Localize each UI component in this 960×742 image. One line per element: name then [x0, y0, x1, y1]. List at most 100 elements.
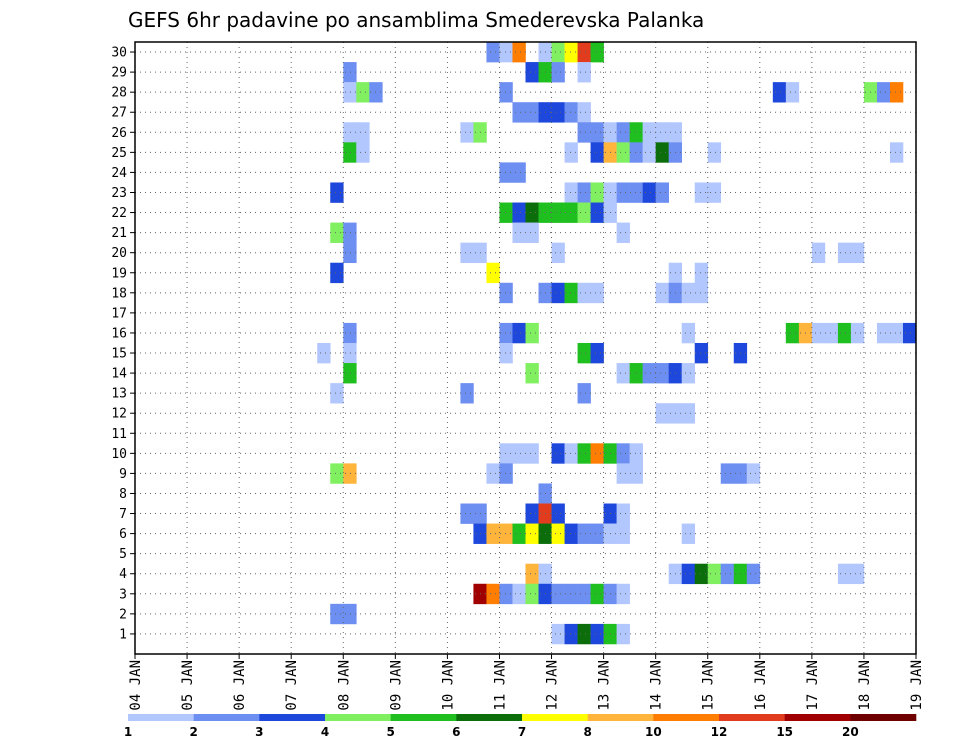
legend-label: 10 — [645, 725, 662, 739]
heatmap-cell — [590, 443, 604, 464]
heatmap-cell — [525, 563, 539, 585]
legend-label: 15 — [776, 725, 793, 739]
heatmap-cell — [590, 282, 604, 304]
heatmap-cell — [694, 282, 709, 304]
heatmap-cell — [525, 523, 539, 544]
heatmap-cell — [694, 342, 709, 364]
heatmap-cell — [811, 242, 826, 264]
y-tick-label: 24 — [111, 166, 127, 181]
heatmap-cell — [577, 42, 591, 63]
heatmap-cell — [577, 342, 591, 364]
legend-label: 2 — [189, 725, 197, 739]
heatmap-cell — [837, 242, 852, 264]
y-tick-label: 13 — [111, 387, 127, 402]
legend-swatch — [719, 714, 785, 721]
heatmap-cell — [720, 463, 735, 484]
heatmap-cell — [460, 383, 474, 404]
legend-swatch — [193, 714, 260, 721]
x-axis-ticks: 04 JAN 05 JAN 06 JAN 07 JAN 08 JAN 09 JAN 10 J… — [128, 654, 925, 711]
heatmap-cell — [486, 583, 500, 605]
y-axis-ticks: 1234567891011121314151617181920212223242… — [111, 46, 135, 642]
heatmap-cell — [512, 42, 526, 63]
legend-label: 20 — [842, 725, 859, 739]
x-tick-label: 06 JAN — [232, 660, 248, 711]
heatmap-cell — [642, 122, 656, 143]
heatmap-cell — [512, 222, 526, 243]
heatmap-cell — [512, 443, 526, 464]
x-tick-label: 18 JAN — [857, 660, 873, 711]
y-tick-label: 1 — [119, 627, 127, 642]
heatmap-cell — [525, 503, 539, 524]
heatmap-cell — [577, 383, 591, 404]
heatmap-cell — [655, 142, 669, 163]
heatmap-cell — [551, 242, 565, 264]
heatmap-cell — [512, 202, 526, 223]
heatmap-cell — [564, 282, 578, 304]
heatmap-cell — [551, 623, 565, 645]
heatmap-cell — [850, 322, 865, 344]
heatmap-cell — [577, 523, 591, 544]
heatmap-cell — [577, 282, 591, 304]
legend-label: 1 — [124, 725, 132, 739]
heatmap-cell — [577, 102, 591, 123]
heatmap-cell — [343, 222, 357, 243]
heatmap-cell — [343, 142, 357, 163]
y-tick-label: 17 — [111, 306, 127, 321]
heatmap-cell — [499, 583, 513, 605]
heatmap-cell — [343, 463, 357, 484]
heatmap-cell — [681, 563, 696, 585]
heatmap-cell — [343, 363, 357, 384]
heatmap-cell — [616, 122, 630, 143]
heatmap-cell — [564, 583, 578, 605]
y-tick-label: 19 — [111, 266, 127, 281]
heatmap-cell — [629, 122, 643, 143]
heatmap-cell — [707, 182, 722, 203]
heatmap-cell — [343, 122, 357, 143]
heatmap-cell — [616, 142, 630, 163]
heatmap-cell — [746, 563, 761, 585]
heatmap-cell — [330, 262, 344, 284]
legend-label: 5 — [386, 725, 394, 739]
heatmap-cell — [499, 523, 513, 544]
heatmap-cell — [629, 182, 643, 203]
heatmap-cell — [499, 82, 513, 103]
heatmap-cell — [551, 102, 565, 123]
heatmap-cell — [525, 102, 539, 123]
y-tick-label: 22 — [111, 206, 127, 221]
heatmap-cell — [499, 342, 513, 364]
heatmap-cell — [629, 463, 643, 484]
heatmap-cell — [356, 82, 370, 103]
heatmap-cell — [460, 242, 474, 264]
y-tick-label: 18 — [111, 286, 127, 301]
x-tick-label: 16 JAN — [753, 660, 769, 711]
y-tick-label: 3 — [119, 587, 127, 602]
x-tick-label: 11 JAN — [492, 660, 508, 711]
heatmap-cell — [499, 443, 513, 464]
x-tick-label: 07 JAN — [284, 660, 300, 711]
heatmap-cell — [512, 523, 526, 544]
heatmap-cell — [551, 42, 565, 63]
legend-label: 8 — [583, 725, 591, 739]
heatmap-cell — [486, 523, 500, 544]
legend-swatch — [325, 714, 391, 721]
legend-swatch — [784, 714, 851, 721]
heatmap-cell — [577, 62, 591, 83]
heatmap-cell — [486, 262, 500, 284]
heatmap-cell — [551, 282, 565, 304]
heatmap-cell — [707, 563, 722, 585]
heatmap-cell — [525, 62, 539, 83]
heatmap-cell — [356, 142, 370, 163]
legend-swatch — [587, 714, 654, 721]
heatmap-cell — [512, 583, 526, 605]
heatmap-cell — [551, 583, 565, 605]
heatmap-cell — [590, 523, 604, 544]
heatmap-cell — [564, 102, 578, 123]
heatmap-cell — [577, 122, 591, 143]
heatmap-cell — [564, 202, 578, 223]
y-tick-label: 9 — [119, 467, 127, 482]
heatmap-cell — [681, 523, 696, 544]
heatmap-cell — [343, 62, 357, 83]
heatmap-cell — [616, 363, 630, 384]
heatmap-cell — [525, 583, 539, 605]
heatmap-cell — [499, 282, 513, 304]
